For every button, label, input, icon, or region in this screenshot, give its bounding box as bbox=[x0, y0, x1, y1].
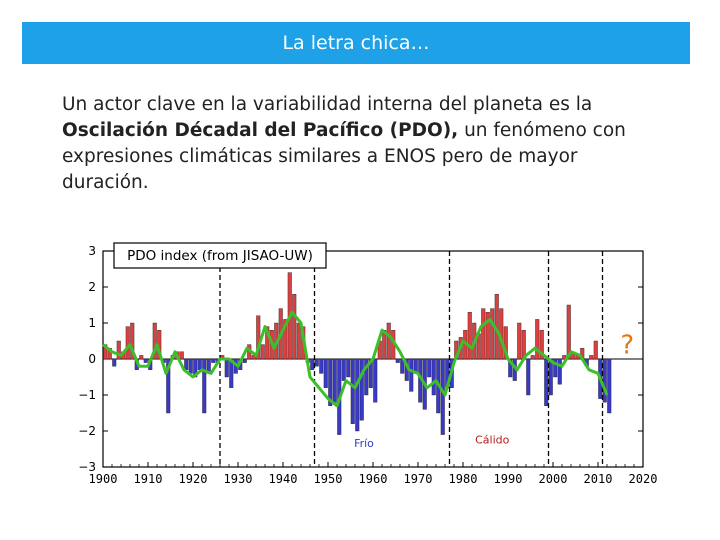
pdo-bar bbox=[395, 358, 400, 363]
x-tick-label: 2000 bbox=[539, 472, 568, 486]
pdo-bar bbox=[328, 358, 333, 406]
pdo-bar bbox=[211, 358, 216, 363]
y-tick-label: −1 bbox=[78, 388, 96, 402]
pdo-bar bbox=[260, 344, 265, 360]
x-tick-label: 1960 bbox=[359, 472, 388, 486]
pdo-bar bbox=[346, 358, 351, 378]
x-tick-label: 1950 bbox=[314, 472, 343, 486]
pdo-bar bbox=[517, 322, 522, 360]
pdo-bar bbox=[544, 358, 549, 406]
pdo-bar bbox=[125, 326, 130, 360]
pdo-bar bbox=[292, 294, 297, 360]
pdo-bar bbox=[548, 358, 553, 396]
pdo-bar bbox=[355, 358, 360, 432]
pdo-smoothed-line bbox=[102, 310, 609, 408]
pdo-bar bbox=[607, 358, 612, 414]
y-tick-label: −2 bbox=[78, 424, 96, 438]
chart-title-box: PDO index (from JISAO-UW) bbox=[113, 242, 327, 269]
pdo-bar bbox=[431, 358, 436, 396]
pdo-bar bbox=[130, 322, 135, 360]
pdo-bar bbox=[503, 326, 508, 360]
pdo-bar bbox=[116, 340, 121, 360]
pdo-bar bbox=[539, 330, 544, 360]
paragraph-rest: un fenómeno con expresiones climáticas s… bbox=[62, 120, 626, 193]
chart-annotation-0: Frío bbox=[354, 437, 374, 450]
pdo-bar bbox=[427, 358, 432, 378]
pdo-bar bbox=[188, 358, 193, 374]
pdo-bar bbox=[566, 304, 571, 360]
pdo-bar bbox=[319, 358, 324, 374]
x-tick-label: 1980 bbox=[449, 472, 478, 486]
pdo-bar bbox=[202, 358, 207, 414]
pdo-bar bbox=[359, 358, 364, 421]
pdo-bar bbox=[593, 340, 598, 360]
pdo-bar bbox=[440, 358, 445, 435]
pdo-bar bbox=[553, 358, 558, 378]
x-tick-label: 1900 bbox=[89, 472, 118, 486]
y-tick-label: 3 bbox=[88, 244, 96, 258]
x-tick-label: 1990 bbox=[494, 472, 523, 486]
pdo-bar bbox=[139, 355, 144, 360]
pdo-bar bbox=[283, 319, 288, 360]
paragraph-intro: Un actor clave en la variabilidad intern… bbox=[62, 94, 593, 115]
pdo-bar bbox=[368, 358, 373, 388]
pdo-bar bbox=[341, 358, 346, 381]
x-tick-label: 1970 bbox=[404, 472, 433, 486]
pdo-bar bbox=[373, 358, 378, 403]
pdo-bar bbox=[535, 319, 540, 360]
y-tick-label: 0 bbox=[88, 352, 96, 366]
pdo-bar bbox=[332, 358, 337, 403]
pdo-bar bbox=[296, 322, 301, 360]
x-tick-label: 2010 bbox=[584, 472, 613, 486]
pdo-bar bbox=[184, 358, 189, 371]
pdo-bar bbox=[508, 358, 513, 378]
pdo-bar bbox=[530, 355, 535, 360]
y-tick-label: 1 bbox=[88, 316, 96, 330]
pdo-bar bbox=[467, 312, 472, 360]
pdo-bar bbox=[143, 358, 148, 363]
chart-annotation-2: ? bbox=[620, 331, 634, 361]
x-tick-label: 1930 bbox=[224, 472, 253, 486]
y-tick-label: 2 bbox=[88, 280, 96, 294]
chart-title-border bbox=[113, 242, 327, 269]
pdo-bar bbox=[364, 358, 369, 396]
pdo-bar bbox=[314, 358, 319, 367]
chart-annotation-1: Cálido bbox=[475, 434, 510, 447]
pdo-bar bbox=[589, 355, 594, 360]
pdo-bar bbox=[409, 358, 414, 392]
pdo-bar bbox=[112, 358, 117, 367]
pdo-bar bbox=[602, 358, 607, 403]
pdo-bar bbox=[526, 358, 531, 396]
pdo-bar bbox=[386, 322, 391, 360]
x-tick-label: 2020 bbox=[629, 472, 658, 486]
slide-title: La letra chica… bbox=[282, 32, 430, 54]
pdo-bar bbox=[481, 308, 486, 360]
pdo-bar bbox=[557, 358, 562, 385]
chart-title: PDO index (from JISAO-UW) bbox=[127, 248, 313, 264]
pdo-bar bbox=[350, 358, 355, 425]
pdo-bar bbox=[242, 358, 247, 363]
pdo-bar bbox=[310, 358, 315, 371]
pdo-bar bbox=[197, 358, 202, 371]
slide-title-bar: La letra chica… bbox=[22, 22, 690, 64]
pdo-bar bbox=[166, 358, 171, 414]
pdo-bar bbox=[323, 358, 328, 388]
pdo-bar bbox=[179, 351, 184, 360]
pdo-bar bbox=[265, 326, 270, 360]
x-tick-label: 1920 bbox=[179, 472, 208, 486]
pdo-bar bbox=[256, 315, 261, 360]
pdo-bar bbox=[485, 312, 490, 360]
y-tick-label: −3 bbox=[78, 460, 96, 474]
paragraph-bold-term: Oscilación Décadal del Pacífico (PDO), bbox=[62, 120, 459, 141]
pdo-bar bbox=[152, 322, 157, 360]
pdo-bar bbox=[490, 308, 495, 360]
x-tick-label: 1940 bbox=[269, 472, 298, 486]
pdo-bar bbox=[224, 358, 229, 378]
slide-paragraph: Un actor clave en la variabilidad intern… bbox=[62, 92, 662, 196]
x-tick-label: 1910 bbox=[134, 472, 163, 486]
